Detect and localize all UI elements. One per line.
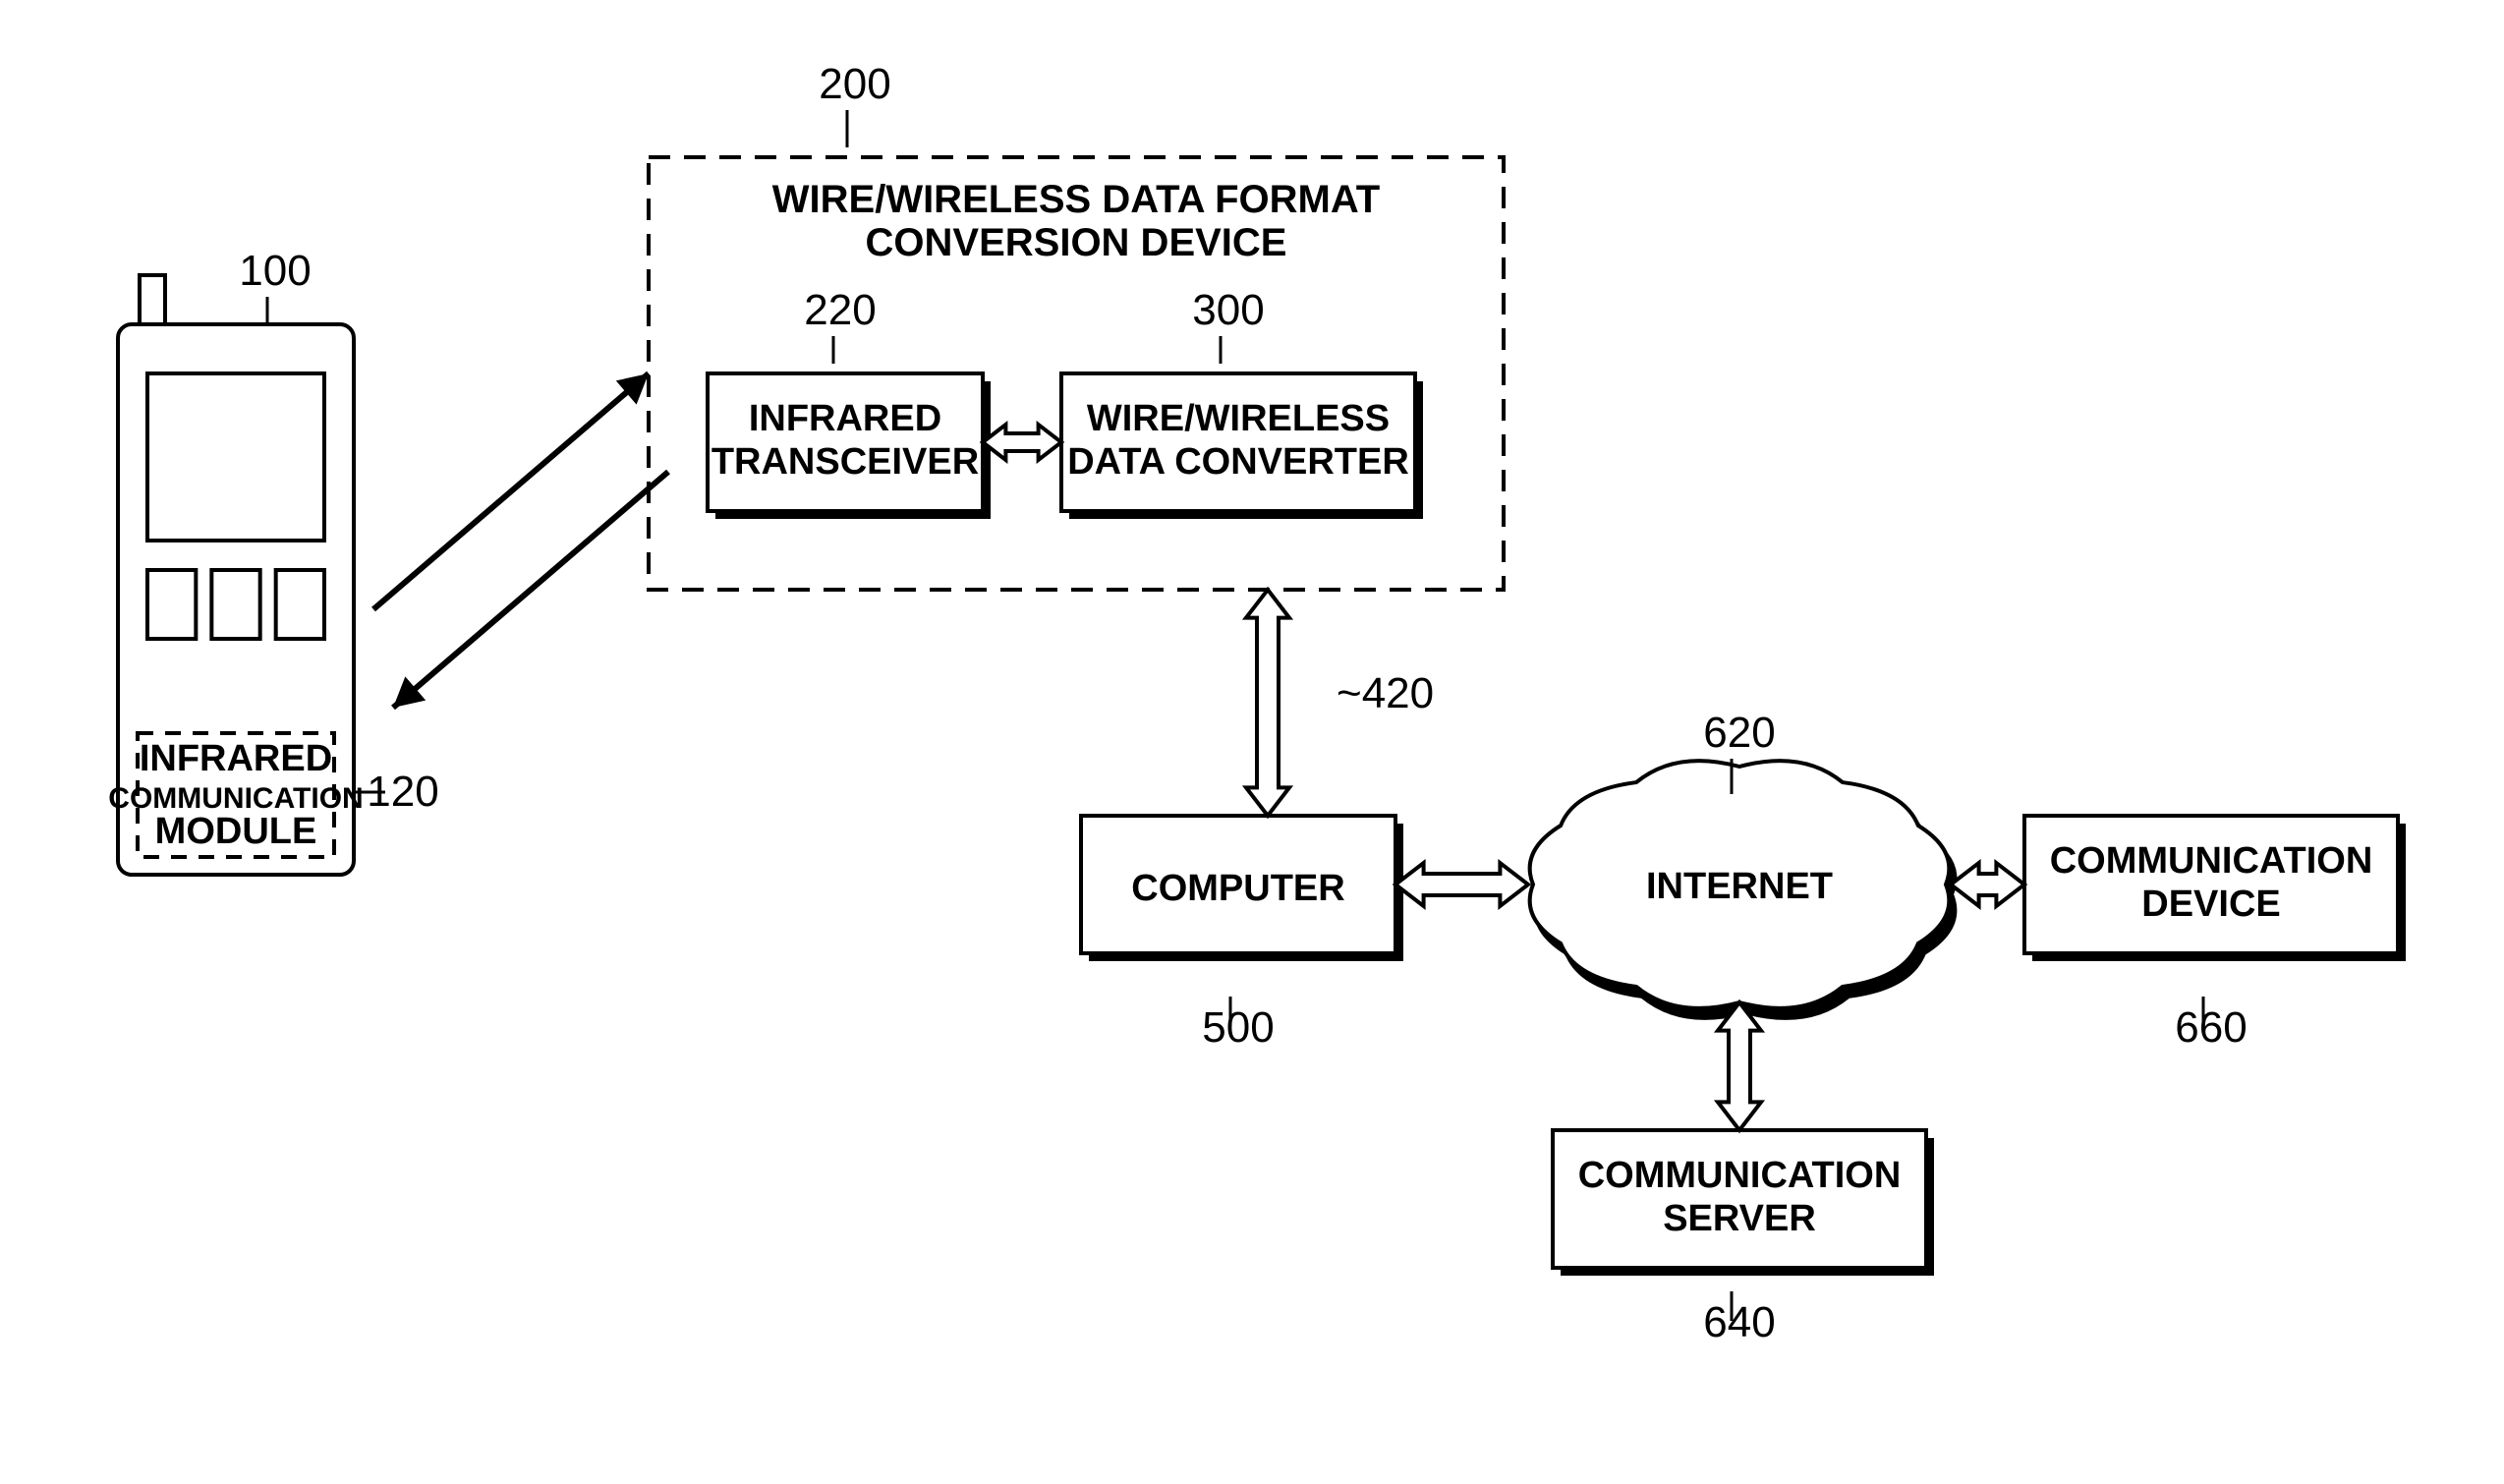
svg-text:WIRE/WIRELESS DATA FORMAT: WIRE/WIRELESS DATA FORMAT	[772, 178, 1380, 221]
svg-text:COMMUNICATION: COMMUNICATION	[2050, 840, 2373, 882]
svg-text:INFRARED: INFRARED	[140, 738, 332, 779]
svg-text:220: 220	[804, 286, 876, 334]
svg-text:640: 640	[1703, 1298, 1775, 1346]
svg-text:120: 120	[367, 768, 438, 816]
svg-text:DEVICE: DEVICE	[2141, 884, 2280, 925]
svg-text:TRANSCEIVER: TRANSCEIVER	[711, 441, 979, 483]
svg-text:660: 660	[2175, 1003, 2247, 1052]
svg-text:DATA CONVERTER: DATA CONVERTER	[1067, 441, 1409, 483]
svg-text:MODULE: MODULE	[155, 811, 317, 852]
svg-text:300: 300	[1192, 286, 1264, 334]
svg-text:200: 200	[819, 60, 890, 108]
svg-text:WIRE/WIRELESS: WIRE/WIRELESS	[1087, 398, 1390, 439]
svg-text:COMPUTER: COMPUTER	[1131, 868, 1344, 909]
svg-text:COMMUNICATION: COMMUNICATION	[1578, 1155, 1902, 1196]
svg-text:620: 620	[1703, 709, 1775, 757]
svg-text:~420: ~420	[1337, 669, 1434, 717]
svg-text:CONVERSION DEVICE: CONVERSION DEVICE	[866, 221, 1287, 264]
svg-text:500: 500	[1202, 1003, 1274, 1052]
svg-text:INTERNET: INTERNET	[1646, 866, 1833, 907]
svg-text:SERVER: SERVER	[1663, 1198, 1816, 1239]
svg-text:100: 100	[239, 247, 311, 295]
svg-text:INFRARED: INFRARED	[749, 398, 941, 439]
